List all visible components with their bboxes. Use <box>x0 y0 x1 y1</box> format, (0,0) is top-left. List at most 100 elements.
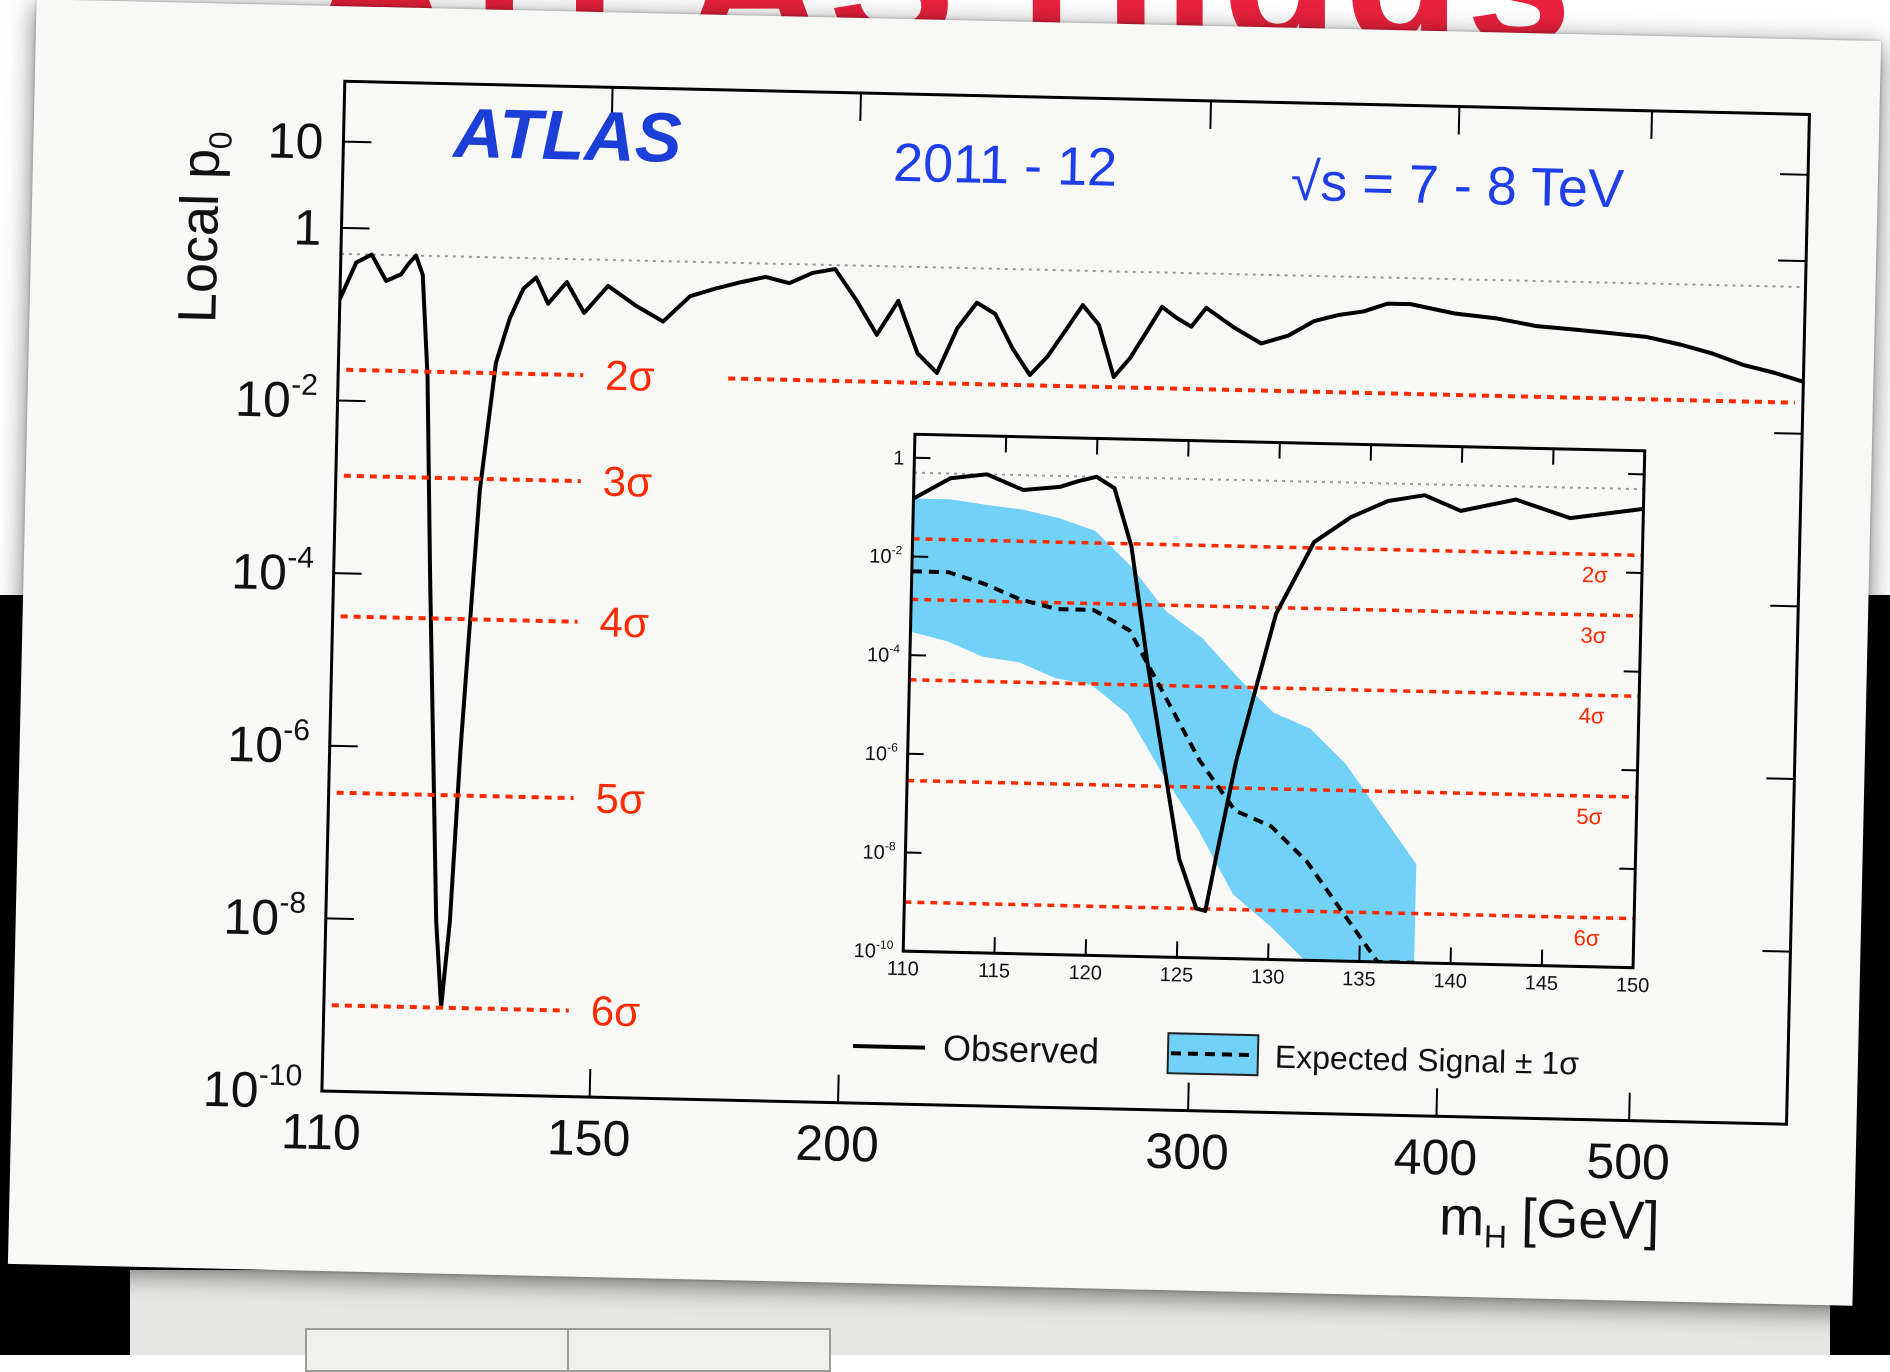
x-tick-label: 145 <box>1524 972 1558 995</box>
y-tick-label-base: 10 <box>267 112 324 169</box>
y-tick <box>1759 1124 1787 1125</box>
y-tick-label-exp: -4 <box>287 541 314 575</box>
sigma-line <box>909 680 1639 697</box>
sigma-label: 6σ <box>590 987 640 1035</box>
reference-line <box>914 473 1644 490</box>
sigma-label: 5σ <box>1576 804 1603 830</box>
x-axis-label: mH [GeV] <box>1438 1186 1660 1258</box>
sigma-line <box>337 793 574 798</box>
y-tick <box>338 401 366 402</box>
y-tick-label: 10-8 <box>223 885 307 946</box>
y-tick-label: 10-6 <box>227 712 311 773</box>
inset-plot-area <box>903 473 1644 968</box>
y-axis-label: Local p0 <box>167 130 238 323</box>
y-tick <box>326 918 354 919</box>
y-tick <box>322 1091 350 1092</box>
x-tick-label: 500 <box>1586 1133 1671 1191</box>
x-tick <box>344 81 345 109</box>
y-tick-label-exp: -6 <box>283 714 310 748</box>
y-tick-label: 10 <box>267 112 324 169</box>
x-tick-label: 115 <box>978 960 1010 983</box>
footer-cell <box>305 1328 569 1372</box>
y-tick-label: 10-4 <box>867 641 901 667</box>
chart-legend: Observed Expected Signal ± 1σ <box>853 1025 1580 1082</box>
y-axis-label-sub: 0 <box>202 131 238 150</box>
y-tick <box>1770 606 1798 607</box>
x-tick-label: 150 <box>546 1109 631 1167</box>
y-tick-label-exp: -6 <box>887 740 898 754</box>
legend-observed-swatch <box>853 1046 925 1048</box>
x-tick-label: 300 <box>1145 1123 1230 1181</box>
y-tick-label-base: 10 <box>202 1061 259 1118</box>
y-tick <box>1780 174 1808 175</box>
y-tick-label: 1 <box>293 199 322 256</box>
sigma-line <box>341 616 578 621</box>
x-tick <box>1188 1083 1189 1111</box>
y-tick <box>343 142 371 143</box>
y-tick-label-base: 10 <box>867 644 890 666</box>
x-tick-label: 150 <box>1616 974 1650 997</box>
y-tick-label-base: 10 <box>223 889 280 946</box>
y-tick-label: 10-2 <box>235 367 319 428</box>
sigma-label: 4σ <box>1578 703 1605 729</box>
y-tick-label-base: 1 <box>893 447 905 469</box>
y-tick <box>1778 260 1806 261</box>
y-tick-label: 10-4 <box>231 540 315 601</box>
y-tick-label-base: 1 <box>293 199 322 256</box>
y-tick-label-exp: -2 <box>291 368 318 402</box>
x-tick <box>590 1069 591 1097</box>
y-tick-label: 10-8 <box>862 839 896 865</box>
y-tick-label-exp: -10 <box>876 938 894 952</box>
sigma-label: 3σ <box>602 458 652 506</box>
sigma-label: 6σ <box>1573 925 1600 951</box>
y-tick-label-base: 10 <box>231 543 288 600</box>
experiment-label: ATLAS <box>451 94 683 177</box>
period-label: 2011 - 12 <box>892 133 1117 198</box>
y-tick-label-base: 10 <box>227 716 284 773</box>
sigma-line <box>332 1005 569 1010</box>
y-tick <box>1766 778 1794 779</box>
x-tick-label: 200 <box>795 1115 880 1173</box>
x-tick-label: 125 <box>1160 964 1194 987</box>
y-tick-label: 10-2 <box>869 543 903 569</box>
y-tick-label-exp: -2 <box>891 543 902 557</box>
sigma-line <box>344 476 581 481</box>
y-tick-label: 1 <box>893 447 905 469</box>
y-tick-label-exp: -10 <box>259 1059 303 1093</box>
y-axis-label-main: Local p <box>167 148 231 323</box>
x-axis-label-sub: H <box>1483 1218 1507 1255</box>
y-tick-label-base: 10 <box>869 546 892 568</box>
y-tick <box>1774 433 1802 434</box>
sigma-label: 4σ <box>599 598 649 646</box>
y-tick <box>330 746 358 747</box>
x-tick-label: 120 <box>1068 962 1102 985</box>
sigma-line <box>346 370 583 375</box>
y-tick-label: 10-6 <box>865 740 899 766</box>
x-tick-label: 400 <box>1393 1128 1478 1186</box>
sigma-line <box>728 378 1795 402</box>
x-axis-label-main: m <box>1439 1186 1485 1247</box>
y-tick <box>1762 951 1790 952</box>
x-tick <box>1436 1088 1437 1116</box>
sigma-label: 2σ <box>1582 562 1609 588</box>
x-tick <box>860 93 861 121</box>
legend-expected-label: Expected Signal ± 1σ <box>1275 1039 1580 1082</box>
y-tick-label-exp: -4 <box>889 642 900 656</box>
y-tick-label-exp: -8 <box>279 886 306 920</box>
x-axis-label-unit: [GeV] <box>1521 1188 1660 1251</box>
sigma-label: 2σ <box>605 352 655 400</box>
expected-band <box>903 498 1424 962</box>
x-tick-label: 130 <box>1251 966 1285 989</box>
y-tick-label-exp: -8 <box>885 839 896 853</box>
x-tick-label: 135 <box>1342 968 1376 991</box>
x-tick-label: 140 <box>1433 970 1467 993</box>
reference-line <box>341 254 1806 287</box>
x-tick <box>1629 1093 1630 1121</box>
x-tick-label: 110 <box>280 1103 361 1161</box>
sigma-label: 5σ <box>595 775 645 823</box>
energy-label: √s = 7 - 8 TeV <box>1290 152 1625 220</box>
x-tick <box>1210 101 1211 129</box>
legend-observed-label: Observed <box>943 1027 1100 1072</box>
